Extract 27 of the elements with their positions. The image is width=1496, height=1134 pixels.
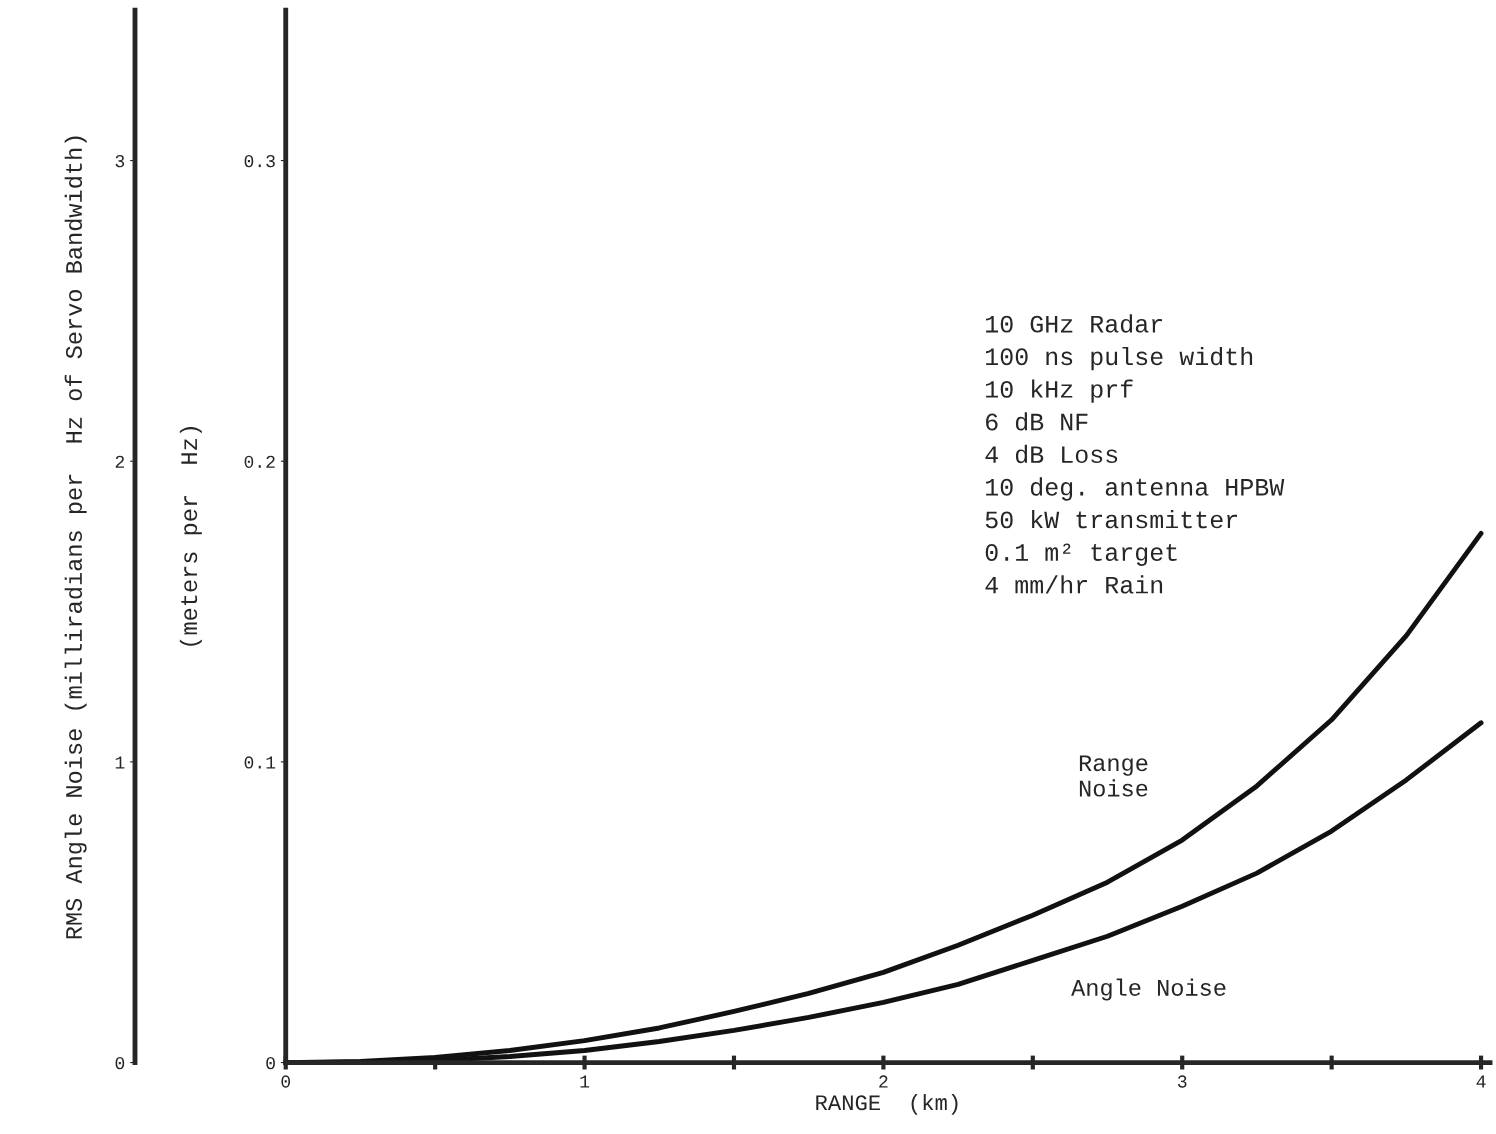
annotation: 6 dB NF <box>986 412 1088 431</box>
annotation: 0.1 m² target <box>985 543 1177 566</box>
x-tick-label: 3 <box>1177 1075 1187 1088</box>
annotation: 4 mm/hr Rain <box>985 575 1163 594</box>
y-tick-label: 0.2 <box>244 455 275 468</box>
y-tick-label: 0.1 <box>244 756 276 769</box>
x-tick-label: 1 <box>580 1075 590 1088</box>
y2-tick-label: 3 <box>115 155 125 168</box>
annotation: 10 GHz Radar <box>986 314 1162 333</box>
y2-tick-label: 2 <box>115 455 124 468</box>
y-tick-label: 0 <box>266 1057 275 1070</box>
annotation: 100 ns pulse width <box>986 346 1253 371</box>
y2-axis-title: RMS Angle Noise (milliradians per Hz of Servo Bandwidth) <box>64 136 87 939</box>
y-tick-label: 0.3 <box>244 155 275 168</box>
annotation: 50 kW transmitter <box>985 510 1238 529</box>
x-axis-title: RANGE (km) <box>816 1093 958 1115</box>
x-tick-label: 4 <box>1476 1075 1486 1088</box>
y-axis-title: (meters per Hz) <box>179 427 202 646</box>
x-tick-label: 2 <box>879 1075 888 1088</box>
annotation: 10 deg. antenna HPBW <box>986 477 1285 501</box>
text: Range Noise <box>1079 755 1148 797</box>
y2-tick-label: 0 <box>115 1057 125 1070</box>
annotation: 10 kHz prf <box>986 379 1133 403</box>
series-label: Angle Noise <box>1071 978 1226 1001</box>
x-tick-label: 0 <box>281 1075 291 1088</box>
annotation: 4 dB Loss <box>985 444 1118 464</box>
y2-tick-label: 1 <box>115 756 125 769</box>
